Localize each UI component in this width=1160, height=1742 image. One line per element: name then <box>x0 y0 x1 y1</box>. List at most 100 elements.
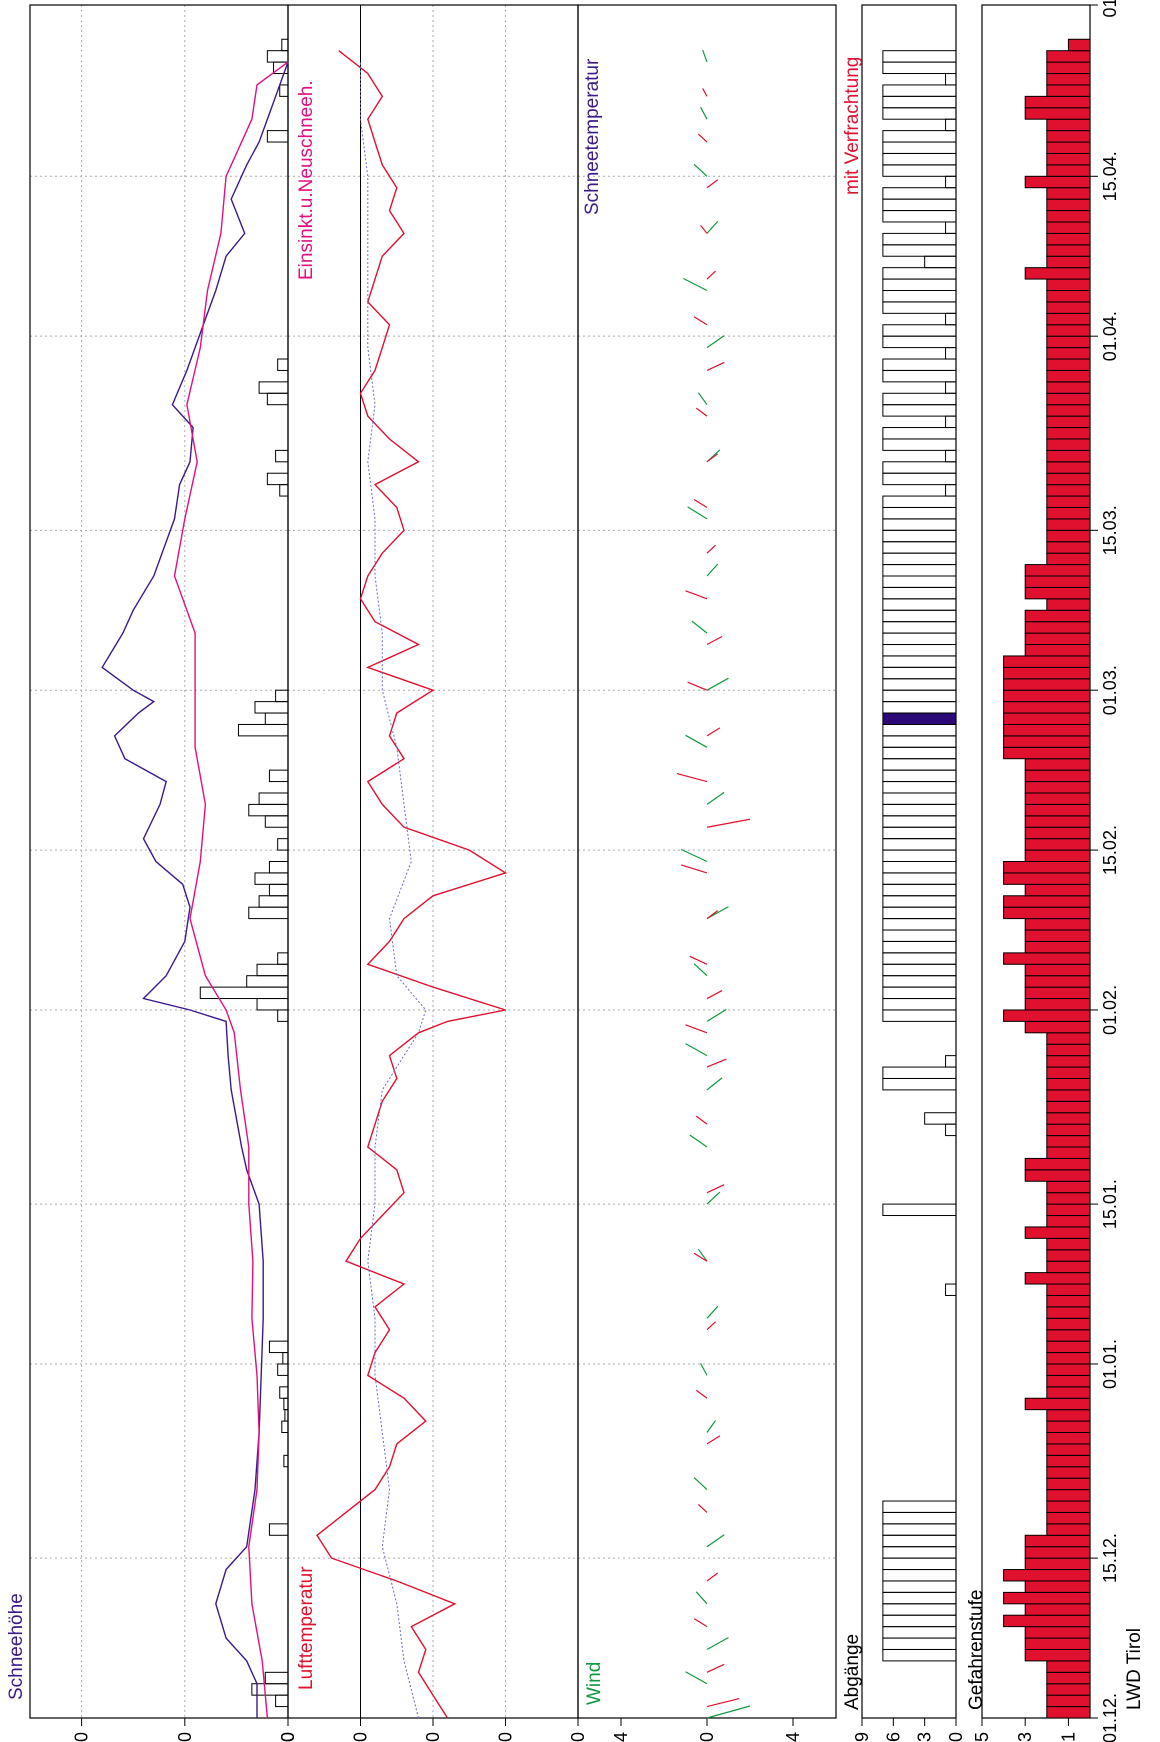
neuschnee-bar <box>275 689 289 703</box>
avalanche-bar <box>882 689 957 703</box>
time-tick-label: 15.04. <box>1100 151 1120 201</box>
neuschnee-bar <box>275 1694 289 1708</box>
danger-bar <box>1046 1374 1091 1388</box>
danger-bar <box>1024 1169 1091 1182</box>
danger-bar <box>1046 210 1091 223</box>
danger-bar <box>1024 758 1091 771</box>
danger-bar <box>1024 586 1091 600</box>
danger-bar <box>1046 1043 1091 1057</box>
danger-bar <box>1046 1386 1091 1399</box>
danger-bar <box>1024 1648 1091 1662</box>
danger-bar <box>1046 518 1091 531</box>
avalanche-bar <box>882 632 957 646</box>
avalanche-bar <box>882 803 957 817</box>
avalanche-bar <box>882 758 957 771</box>
danger-bar <box>1046 50 1091 63</box>
value-tick-label: 3 <box>915 1732 935 1742</box>
wind-arrow <box>706 1077 723 1091</box>
danger-bar <box>1046 1249 1091 1262</box>
value-tick-label: -10 <box>423 1732 443 1742</box>
footer-credit: LWD Tirol <box>1124 1628 1145 1710</box>
value-tick-label: -20 <box>496 1732 516 1742</box>
verfrachtung-arrow <box>706 453 719 463</box>
avalanche-bar <box>882 324 957 337</box>
danger-bar <box>1003 906 1091 920</box>
danger-bar <box>1046 1363 1091 1376</box>
avalanche-bar <box>945 1123 957 1137</box>
danger-bar <box>1046 1443 1091 1456</box>
danger-bar <box>1046 1077 1091 1091</box>
avalanche-bar <box>882 666 957 680</box>
avalanche-bar <box>882 1591 957 1605</box>
danger-bar <box>1024 769 1091 783</box>
danger-bar <box>1003 712 1091 725</box>
avalanche-bar <box>882 107 957 120</box>
time-tick-label: 15.12. <box>1100 1533 1120 1583</box>
avalanche-bar <box>882 586 957 600</box>
verfrachtung-arrow <box>693 1618 708 1628</box>
verfrachtung-arrow <box>706 270 717 280</box>
neuschnee-bar <box>258 381 289 394</box>
neuschnee-bar <box>266 130 289 143</box>
panel-frames <box>29 4 1098 1726</box>
neuschnee-bar <box>266 50 289 63</box>
avalanche-bar <box>882 495 957 508</box>
avalanche-bar <box>882 872 957 885</box>
avalanche-bar <box>882 152 957 166</box>
danger-bar <box>1024 781 1091 794</box>
danger-bar <box>1046 312 1091 326</box>
danger-bar <box>1024 1272 1091 1285</box>
neuschnee-bar <box>268 1523 289 1536</box>
avalanche-bar <box>945 118 957 132</box>
time-tick-label: 01.12. <box>1100 1693 1120 1742</box>
series-line-lufttemperatur <box>316 50 508 1719</box>
verfrachtung-arrow <box>685 590 708 600</box>
avalanche-bar <box>882 678 957 691</box>
avalanche-bar <box>945 73 957 86</box>
danger-bar <box>1046 73 1091 86</box>
avalanche-bar <box>882 358 957 371</box>
danger-bar <box>1046 1340 1091 1354</box>
danger-bar <box>1046 1706 1091 1719</box>
danger-bar <box>1024 1020 1091 1034</box>
avalanche-bar <box>882 815 957 828</box>
danger-bar <box>1024 792 1091 805</box>
neuschnee-bar <box>268 861 289 874</box>
neuschnee-bar <box>256 998 289 1011</box>
avalanche-bar <box>882 1546 957 1559</box>
neuschnee-bar <box>277 1363 289 1376</box>
time-tick-label: 01.04. <box>1100 311 1120 361</box>
danger-bar <box>1024 1226 1091 1239</box>
danger-bar <box>1024 267 1091 280</box>
wind-arrow <box>700 106 708 120</box>
danger-bar <box>1024 986 1091 1000</box>
danger-bar <box>1003 723 1091 737</box>
avalanche-bar <box>882 472 957 486</box>
danger-bar <box>1003 689 1091 703</box>
danger-bar <box>1003 1009 1091 1022</box>
avalanche-bar <box>882 529 957 543</box>
avalanche-bar <box>882 1557 957 1571</box>
wind-arrow <box>693 1477 708 1491</box>
verfrachtung-arrow <box>706 1058 727 1068</box>
danger-bar <box>1024 940 1091 954</box>
danger-bar <box>1046 1237 1091 1251</box>
avalanche-bar <box>945 415 957 429</box>
danger-bar <box>1046 484 1091 497</box>
avalanche-bar <box>882 564 957 577</box>
neuschnee-bar <box>277 838 289 851</box>
danger-bar <box>1003 861 1091 874</box>
wind-arrow <box>706 220 719 234</box>
danger-bar <box>1046 1352 1091 1365</box>
avalanche-bar <box>882 1648 957 1662</box>
danger-bar <box>1046 404 1091 417</box>
verfrachtung-arrow <box>706 1697 740 1708</box>
danger-bar <box>1046 141 1091 154</box>
danger-bar <box>1003 1591 1091 1605</box>
avalanche-bar <box>882 746 957 760</box>
value-tick-label: 5 <box>972 1732 992 1742</box>
series-line-schneetemperatur <box>360 62 427 1719</box>
label-abgaenge: Abgänge <box>842 1634 863 1710</box>
verfrachtung-arrow <box>700 225 708 234</box>
wind-arrow <box>706 1705 751 1719</box>
